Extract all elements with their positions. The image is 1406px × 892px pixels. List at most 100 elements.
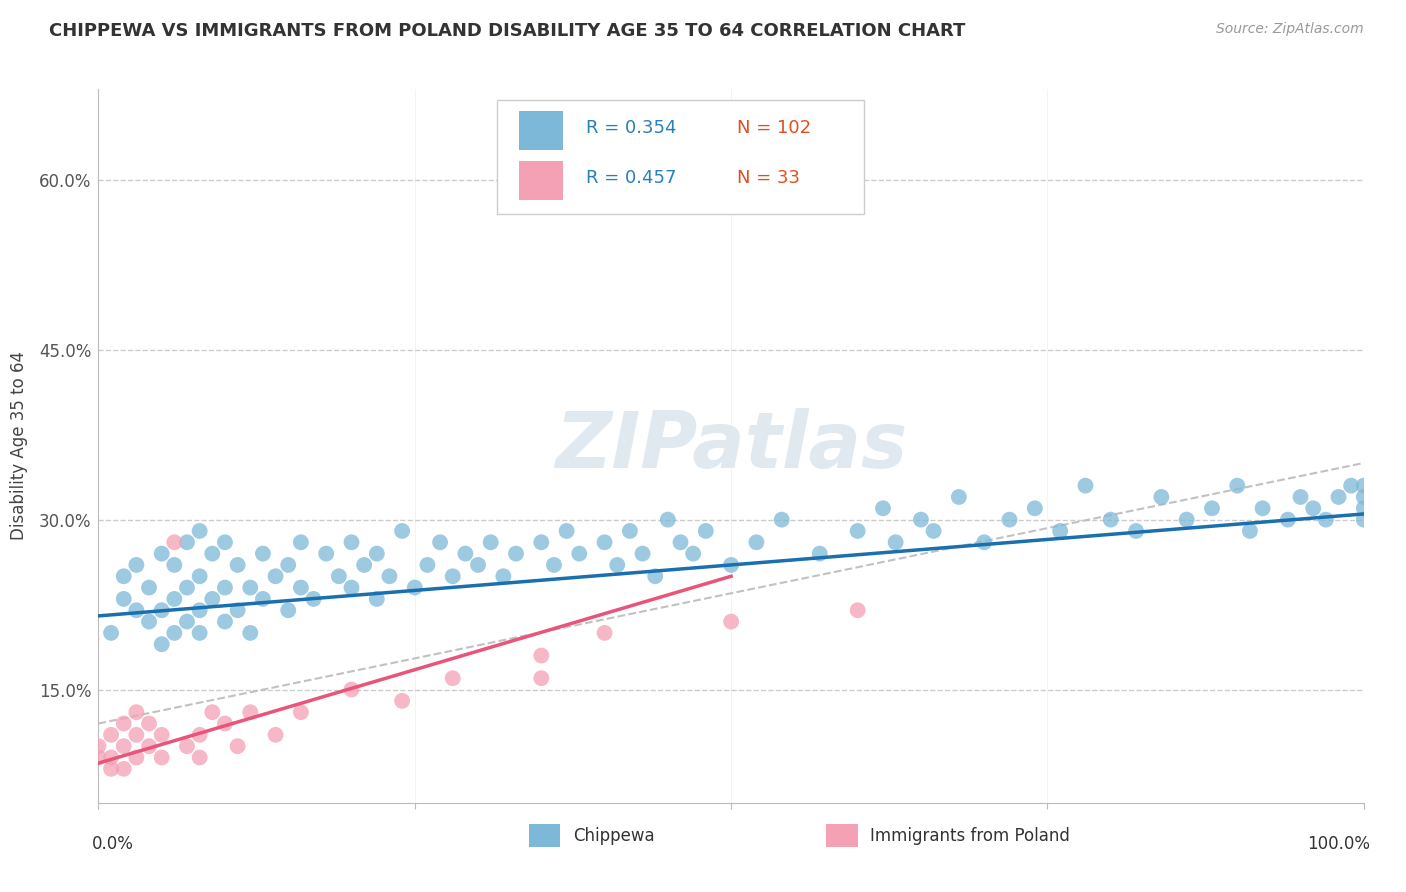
Point [226,558,249,572]
Point [315,547,337,561]
Point [872,501,894,516]
Point [138,739,160,754]
Text: N = 102: N = 102 [737,120,811,137]
Point [100,750,122,764]
Text: Immigrants from Poland: Immigrants from Poland [870,828,1070,846]
Point [720,615,742,629]
Point [441,569,464,583]
Point [770,513,793,527]
Text: R = 0.354: R = 0.354 [585,120,676,137]
Point [125,728,148,742]
Point [100,762,122,776]
Point [1226,478,1249,492]
Point [492,569,515,583]
Point [188,569,211,583]
Point [973,535,995,549]
Point [846,524,869,538]
Point [150,603,173,617]
Point [302,591,325,606]
Point [188,603,211,617]
FancyBboxPatch shape [498,100,863,214]
Point [176,581,198,595]
Point [1251,501,1274,516]
Point [530,648,553,663]
Point [530,535,553,549]
Point [252,547,274,561]
Point [201,705,224,719]
Point [125,750,148,764]
Point [1353,490,1375,504]
Point [1302,501,1324,516]
Point [404,581,426,595]
Point [948,490,970,504]
Point [1201,501,1223,516]
Point [252,591,274,606]
Point [1353,513,1375,527]
Point [366,547,388,561]
Point [1049,524,1071,538]
Point [416,558,439,572]
Point [112,762,135,776]
Text: Chippewa: Chippewa [574,828,655,846]
Point [112,716,135,731]
Point [568,547,591,561]
Point [112,739,135,754]
Point [922,524,945,538]
Point [125,558,148,572]
Point [112,569,135,583]
Point [1024,501,1046,516]
Point [593,626,616,640]
Point [366,591,388,606]
Bar [519,111,562,150]
Point [745,535,768,549]
Text: CHIPPEWA VS IMMIGRANTS FROM POLAND DISABILITY AGE 35 TO 64 CORRELATION CHART: CHIPPEWA VS IMMIGRANTS FROM POLAND DISAB… [49,22,966,40]
Point [138,716,160,731]
Point [87,739,110,754]
Point [530,671,553,685]
Point [100,728,122,742]
Point [391,694,413,708]
Point [226,739,249,754]
Point [910,513,932,527]
Point [150,637,173,651]
Point [1289,490,1312,504]
Y-axis label: Disability Age 35 to 64: Disability Age 35 to 64 [10,351,28,541]
Text: 100.0%: 100.0% [1308,835,1369,853]
Point [505,547,527,561]
Point [176,739,198,754]
Point [720,558,742,572]
Text: 0.0%: 0.0% [93,835,134,853]
Point [1315,513,1337,527]
Bar [825,824,858,847]
Point [631,547,654,561]
Text: R = 0.457: R = 0.457 [585,169,676,187]
Point [619,524,641,538]
Point [163,535,186,549]
Point [150,750,173,764]
Point [328,569,350,583]
Point [201,591,224,606]
Bar [529,824,560,847]
Point [1353,501,1375,516]
Point [290,705,312,719]
Point [998,513,1021,527]
Point [277,603,299,617]
Point [682,547,704,561]
Point [1239,524,1261,538]
Point [1150,490,1173,504]
Point [163,591,186,606]
Point [353,558,375,572]
Point [214,615,236,629]
Point [846,603,869,617]
Point [454,547,477,561]
Point [239,705,262,719]
Point [340,581,363,595]
Text: Source: ZipAtlas.com: Source: ZipAtlas.com [1216,22,1364,37]
Point [138,581,160,595]
Point [290,535,312,549]
Point [226,603,249,617]
Point [441,671,464,685]
Point [188,728,211,742]
Point [479,535,502,549]
Point [783,150,806,164]
